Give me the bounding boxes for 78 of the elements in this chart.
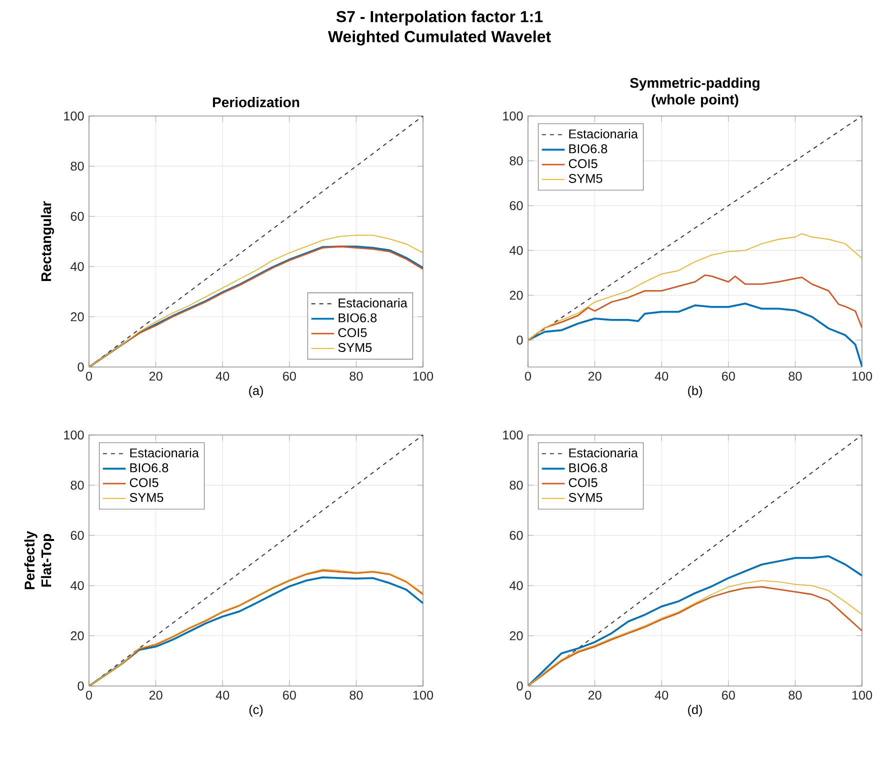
line-series — [528, 233, 862, 341]
y-tick-label: 20 — [510, 290, 523, 300]
x-tick-label: 100 — [413, 372, 434, 381]
x-tick-label: 20 — [149, 372, 162, 381]
y-axis-title: Rectangular — [40, 201, 54, 281]
legend-label: BIO6.8 — [569, 463, 608, 472]
y-axis-title: Perfectly Flat-Top — [24, 531, 54, 590]
y-tick-label: 60 — [510, 201, 523, 210]
x-axis-title: (a) — [249, 386, 263, 398]
y-tick-label: 60 — [70, 530, 84, 540]
x-tick-label: 0 — [86, 372, 92, 381]
y-tick-label: 100 — [64, 112, 84, 120]
line-series — [528, 302, 862, 367]
x-tick-label: 100 — [852, 690, 872, 700]
y-tick-label: 100 — [503, 112, 523, 120]
x-tick-label: 60 — [283, 372, 296, 381]
y-tick-label: 80 — [70, 480, 84, 490]
legend-label: COI5 — [130, 478, 158, 488]
y-tick-label: 0 — [78, 362, 84, 372]
x-axis-title: (d) — [688, 704, 702, 717]
y-tick-label: 100 — [503, 430, 523, 440]
line-series — [528, 274, 862, 341]
x-tick-label: 100 — [413, 690, 434, 700]
x-tick-label: 60 — [722, 690, 735, 700]
legend-label: BIO6.8 — [569, 144, 608, 154]
y-tick-label: 0 — [516, 682, 523, 690]
legend-label: Estacionaria — [338, 298, 408, 308]
x-axis-title: (b) — [688, 386, 702, 398]
y-tick-label: 80 — [510, 480, 523, 490]
legend-label: Estacionaria — [569, 448, 638, 458]
y-tick-label: 40 — [509, 246, 523, 255]
legend-label: BIO6.8 — [338, 313, 377, 322]
line-series — [528, 555, 862, 686]
legend-label: SYM5 — [568, 492, 602, 502]
x-tick-label: 20 — [149, 690, 162, 700]
legend-label: COI5 — [568, 478, 598, 488]
legend-label: Estacionaria — [130, 448, 199, 458]
legend-label: SYM5 — [338, 343, 372, 352]
y-tick-label: 20 — [510, 631, 523, 640]
x-tick-label: 40 — [216, 372, 230, 381]
text: S7 - Interpolation factor 1:1 — [336, 10, 543, 26]
y-tick-label: 80 — [70, 162, 84, 171]
y-tick-label: 40 — [70, 262, 84, 272]
x-tick-label: 80 — [788, 372, 802, 381]
x-tick-label: 60 — [283, 690, 296, 700]
y-tick-label: 40 — [70, 581, 84, 590]
x-tick-label: 0 — [86, 690, 92, 700]
x-tick-label: 80 — [788, 690, 802, 700]
legend-label: SYM5 — [130, 492, 164, 502]
legend-label: SYM5 — [568, 174, 602, 183]
y-tick-label: 60 — [70, 212, 84, 221]
x-axis-title: (c) — [249, 704, 263, 717]
x-tick-label: 20 — [588, 372, 602, 381]
chart-title: Periodization — [212, 97, 300, 108]
x-tick-label: 100 — [852, 372, 872, 381]
y-tick-label: 0 — [78, 682, 84, 690]
y-tick-label: 40 — [509, 581, 523, 590]
x-tick-label: 20 — [588, 690, 602, 700]
legend-label: COI5 — [338, 328, 367, 338]
x-tick-label: 0 — [524, 690, 532, 700]
y-tick-label: 20 — [70, 312, 84, 322]
x-tick-label: 40 — [654, 372, 668, 381]
y-tick-label: 20 — [70, 631, 84, 640]
x-tick-label: 80 — [350, 690, 363, 700]
y-tick-label: 60 — [510, 530, 523, 540]
y-tick-label: 100 — [64, 430, 84, 440]
x-tick-label: 40 — [216, 690, 230, 700]
chart-title: Symmetric-padding (whole point) — [630, 78, 760, 108]
y-tick-label: 0 — [516, 336, 523, 345]
y-tick-label: 80 — [510, 156, 523, 166]
x-tick-label: 40 — [654, 690, 668, 700]
x-tick-label: 80 — [350, 372, 363, 381]
legend-label: Estacionaria — [569, 129, 638, 138]
legend-label: COI5 — [568, 159, 598, 168]
text: Weighted Cumulated Wavelet — [328, 30, 551, 46]
legend-label: BIO6.8 — [130, 463, 168, 472]
x-tick-label: 0 — [524, 372, 532, 381]
x-tick-label: 60 — [722, 372, 735, 381]
